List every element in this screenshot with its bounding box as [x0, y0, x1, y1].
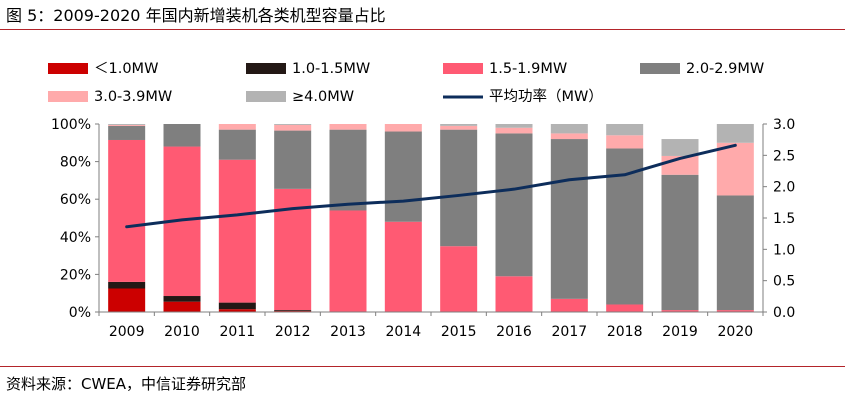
bar-1.0-1.5mw-2010	[163, 296, 201, 302]
bar-2.0-2.9mw-2016	[495, 133, 533, 277]
source-rule	[0, 366, 845, 367]
chart-legend: ＜1.0MW 1.0-1.5MW 1.5-1.9MW 2.0-2.9MW 3.0-3.9…	[48, 61, 764, 105]
bar-2.0-2.9mw-2013	[329, 129, 367, 211]
legend-label-4.0mw: ≥4.0MW	[292, 89, 354, 105]
bar-2.0-2.9mw-2012	[274, 130, 312, 189]
bar-1.5-1.9mw-2013	[329, 210, 367, 312]
bar-1.0-1.5mw-2012	[274, 310, 312, 312]
bar-1.5-1.9mw-2018	[606, 304, 644, 312]
x-tick-label: 2016	[496, 324, 532, 340]
legend-label-average-power: 平均功率（MW）	[489, 88, 603, 105]
bar-4.0mw-2009	[108, 124, 146, 125]
legend-label-1.5-1.9mw: 1.5-1.9MW	[489, 61, 567, 77]
y-left-tick-label: 60%	[60, 192, 91, 208]
bar-1.5-1.9mw-2009	[108, 139, 146, 282]
x-tick-label: 2012	[275, 324, 311, 340]
x-tick-label: 2010	[164, 324, 200, 340]
bar-1.5-1.9mw-2014	[384, 221, 422, 312]
y-right-tick-label: 1.5	[773, 211, 795, 227]
bar-1.5-1.9mw-2020	[716, 310, 754, 312]
bar-2.0-2.9mw-2011	[218, 129, 256, 160]
title-rule	[0, 29, 845, 30]
bar-2.0-2.9mw-2017	[550, 139, 588, 299]
bar-1.5-1.9mw-2015	[440, 246, 478, 312]
bar-2.0-2.9mw-2019	[661, 174, 699, 311]
bar-4.0mw-2012	[274, 124, 312, 125]
bar-1.0-1.5mw-2009	[108, 281, 146, 289]
bar-2.0-2.9mw-2010	[163, 124, 201, 147]
x-tick-label: 2019	[662, 324, 698, 340]
bar-1.0mw-2009	[108, 288, 146, 312]
y-right-tick-label: 0.5	[773, 274, 795, 290]
legend-swatch-2.0-2.9mw	[640, 63, 680, 74]
bar-4.0mw-2019	[661, 139, 699, 156]
y-right-tick-label: 3.0	[773, 117, 795, 133]
bar-1.5-1.9mw-2017	[550, 298, 588, 312]
bar-3.0-3.9mw-2016	[495, 127, 533, 134]
chart-axes: 0% 20% 40% 60% 80% 100% 0.0 0.5 1.0 1.5 2.0 2.5 3.0 2…	[51, 117, 795, 340]
bar-4.0mw-2015	[440, 124, 478, 126]
y-right-tick-label: 0.0	[773, 305, 795, 321]
bar-3.0-3.9mw-2013	[329, 124, 367, 130]
average-power-line-path	[125, 143, 737, 229]
y-left-tick-label: 0%	[69, 305, 91, 321]
legend-swatch-4.0mw	[246, 91, 286, 102]
legend-swatch-1.5-1.9mw	[443, 63, 483, 74]
x-tick-label: 2018	[607, 324, 643, 340]
source-note: 资料来源：CWEA，中信证券研究部	[6, 375, 247, 393]
y-left-tick-label: 40%	[60, 230, 91, 246]
x-tick-label: 2020	[718, 324, 754, 340]
bar-2.0-2.9mw-2015	[440, 129, 478, 247]
y-left-tick-label: 80%	[60, 155, 91, 171]
bar-1.5-1.9mw-2016	[495, 276, 533, 312]
y-right-tick-label: 1.0	[773, 242, 795, 258]
bar-1.0mw-2010	[163, 301, 201, 312]
bar-1.0-1.5mw-2011	[218, 302, 256, 310]
figure-title: 图 5：2009-2020 年国内新增装机各类机型容量占比	[6, 6, 386, 25]
bar-1.5-1.9mw-2019	[661, 310, 699, 312]
bar-4.0mw-2016	[495, 124, 533, 128]
bar-2.0-2.9mw-2014	[384, 131, 422, 222]
x-tick-label: 2015	[441, 324, 477, 340]
x-tick-label: 2011	[220, 324, 256, 340]
x-tick-label: 2013	[330, 324, 366, 340]
bar-3.0-3.9mw-2009	[108, 124, 146, 126]
bar-3.0-3.9mw-2011	[218, 124, 256, 130]
y-right-tick-label: 2.0	[773, 180, 795, 196]
legend-label-1.0mw: ＜1.0MW	[94, 61, 158, 77]
bar-2.0-2.9mw-2020	[716, 195, 754, 311]
bar-1.0mw-2011	[218, 309, 256, 312]
y-right-tick-label: 2.5	[773, 148, 795, 164]
bar-3.0-3.9mw-2014	[384, 124, 422, 132]
legend-swatch-3.0-3.9mw	[48, 91, 88, 102]
bar-3.0-3.9mw-2012	[274, 124, 312, 131]
bar-3.0-3.9mw-2015	[440, 125, 478, 130]
legend-swatch-1.0-1.5mw	[246, 63, 286, 74]
average-power-line	[125, 143, 737, 229]
bar-3.0-3.9mw-2018	[606, 135, 644, 149]
legend-label-2.0-2.9mw: 2.0-2.9MW	[686, 61, 764, 77]
x-tick-label: 2017	[552, 324, 588, 340]
legend-swatch-1.0mw	[48, 63, 88, 74]
bar-1.5-1.9mw-2011	[218, 159, 256, 303]
x-tick-label: 2014	[386, 324, 422, 340]
legend-label-3.0-3.9mw: 3.0-3.9MW	[94, 89, 172, 105]
y-left-tick-label: 100%	[51, 117, 91, 133]
bar-4.0mw-2020	[716, 124, 754, 143]
y-left-tick-label: 20%	[60, 267, 91, 283]
bar-4.0mw-2018	[606, 124, 644, 136]
legend-label-1.0-1.5mw: 1.0-1.5MW	[292, 61, 370, 77]
bar-3.0-3.9mw-2017	[550, 133, 588, 140]
bar-4.0mw-2017	[550, 124, 588, 134]
x-tick-label: 2009	[109, 324, 145, 340]
bar-3.0-3.9mw-2020	[716, 142, 754, 196]
bar-2.0-2.9mw-2009	[108, 125, 146, 140]
